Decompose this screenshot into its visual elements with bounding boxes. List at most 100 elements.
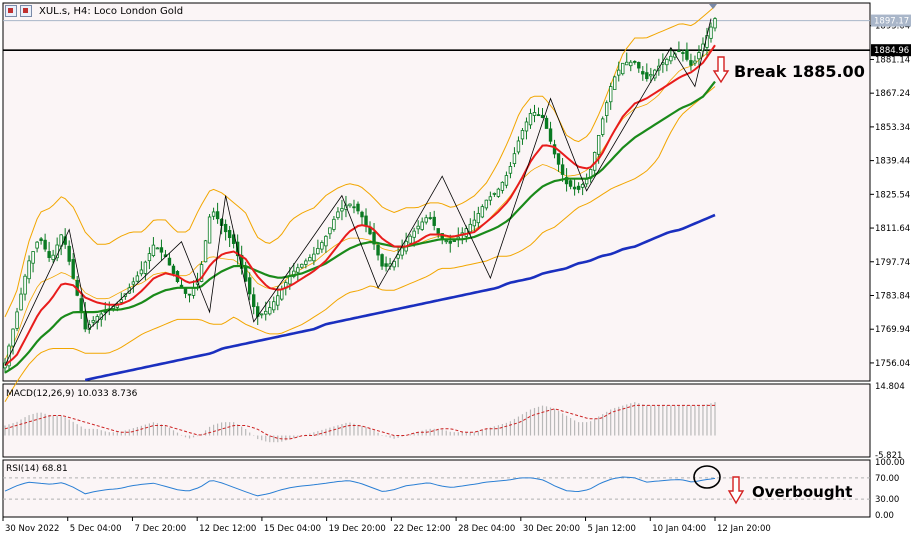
candle-body xyxy=(304,260,308,265)
candle-body xyxy=(316,247,320,255)
candle xyxy=(15,307,19,332)
overbought-arrow-icon xyxy=(727,476,745,505)
candle xyxy=(625,52,629,66)
candle-body xyxy=(685,49,689,60)
candle xyxy=(360,210,364,226)
candle-body xyxy=(653,69,657,79)
candle xyxy=(139,261,144,277)
candle-body xyxy=(568,180,573,187)
price-panel xyxy=(2,2,871,382)
time-tick-label: 7 Dec 20:00 xyxy=(134,524,186,534)
candle-body xyxy=(27,260,31,280)
candle xyxy=(11,328,15,355)
candle xyxy=(35,240,39,253)
candle xyxy=(472,210,477,232)
candle xyxy=(252,287,256,315)
candle-body xyxy=(7,345,11,367)
symbol-icon[interactable] xyxy=(20,5,32,17)
candle xyxy=(247,272,252,301)
candle-body xyxy=(243,265,248,282)
candle-body xyxy=(500,181,505,191)
chart-title: XUL.s, H4: Loco London Gold xyxy=(39,5,184,17)
candle xyxy=(713,17,717,32)
candle-body xyxy=(476,213,481,224)
candle xyxy=(380,253,384,270)
candle-body xyxy=(247,277,252,295)
ema-slow-line xyxy=(84,213,716,382)
candle-body xyxy=(280,288,284,300)
candle-body xyxy=(488,196,493,201)
candle xyxy=(516,136,521,155)
candle-body xyxy=(452,240,456,242)
candle-body xyxy=(580,183,585,188)
candle xyxy=(424,214,428,225)
candle xyxy=(580,182,585,196)
time-tick-label: 22 Dec 12:00 xyxy=(393,524,450,534)
rsi-tick-label: 70.00 xyxy=(875,474,899,484)
candle-body xyxy=(51,254,55,260)
candle xyxy=(448,234,452,253)
candle xyxy=(272,296,276,313)
candle-body xyxy=(55,244,59,259)
price-tick-label: 1881.14 xyxy=(875,55,910,65)
bollinger-upper-line xyxy=(4,6,716,318)
candle-body xyxy=(91,320,95,323)
ema-fast-layer xyxy=(4,44,716,367)
price-tick-label: 1797.74 xyxy=(875,258,910,268)
macd-tick-label: -5.821 xyxy=(875,451,902,461)
candle-body xyxy=(364,215,368,226)
candle xyxy=(392,259,396,271)
candle-body xyxy=(564,177,569,185)
candle xyxy=(147,247,152,270)
ema-slow-layer xyxy=(84,213,716,382)
candle-body xyxy=(572,186,577,190)
candle-body xyxy=(211,211,216,217)
candle-body xyxy=(43,239,47,250)
candle-body xyxy=(528,113,533,126)
rsi-layer: 100.00 70.00 30.00 0.00 xyxy=(3,458,905,521)
candle-body xyxy=(596,134,601,155)
candle xyxy=(372,223,376,250)
candle xyxy=(23,273,27,301)
candle xyxy=(681,49,685,62)
candle xyxy=(560,157,565,182)
candle-body xyxy=(448,240,452,244)
last-price-box xyxy=(871,14,911,27)
candle-body xyxy=(356,203,360,212)
candle-body xyxy=(516,140,521,153)
chart-menu-icon[interactable] xyxy=(5,5,17,17)
candle-body xyxy=(147,253,152,262)
candle-body xyxy=(183,287,188,294)
candle-body xyxy=(312,253,316,262)
candle xyxy=(215,202,220,224)
candle xyxy=(308,254,312,262)
candle xyxy=(131,277,136,293)
candle xyxy=(645,63,649,82)
rsi-panel xyxy=(2,459,871,518)
candle xyxy=(223,219,228,241)
candle-body xyxy=(139,269,144,275)
candle-body xyxy=(71,259,75,279)
candle xyxy=(528,108,533,129)
macd-layer: 14.804 -5.821 xyxy=(4,382,905,461)
candle-body xyxy=(127,287,132,294)
candle xyxy=(629,60,633,72)
candle-body xyxy=(376,244,380,256)
candle xyxy=(159,239,164,261)
candle xyxy=(436,228,440,238)
candle xyxy=(600,116,605,137)
candle xyxy=(296,263,300,281)
candle-body xyxy=(480,206,485,218)
candle-body xyxy=(227,229,232,239)
candle xyxy=(669,48,673,65)
candle-body xyxy=(300,263,304,268)
candle-body xyxy=(492,192,497,195)
time-tick-label: 10 Jan 04:00 xyxy=(652,524,706,534)
candle-body xyxy=(336,211,340,219)
candle-body xyxy=(693,60,697,64)
candle-body xyxy=(19,293,23,311)
candle-body xyxy=(416,225,420,230)
candle xyxy=(568,178,573,190)
candle-body xyxy=(400,247,404,256)
